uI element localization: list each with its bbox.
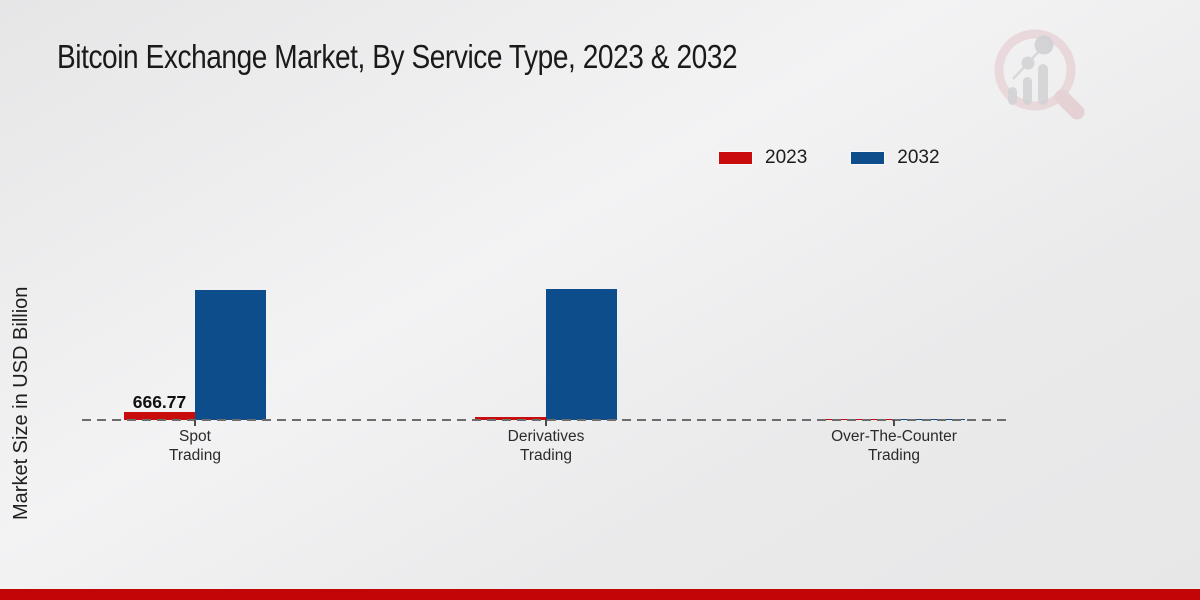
x-axis-tick	[194, 420, 196, 426]
legend-swatch-2023	[718, 151, 753, 165]
bar-2032-spot-trading	[195, 290, 266, 420]
legend-item-2032: 2032	[850, 147, 940, 169]
chart-title: Bitcoin Exchange Market, By Service Type…	[57, 38, 738, 75]
legend-swatch-2032	[850, 151, 886, 165]
legend-label-2023: 2023	[765, 147, 808, 168]
bar-2032-derivatives-trading	[546, 288, 617, 420]
bar-2023-spot-trading	[124, 411, 195, 420]
x-axis-dashed-baseline	[82, 419, 1007, 421]
x-axis-tick	[893, 420, 895, 426]
legend-label-2032: 2032	[897, 147, 940, 168]
legend-item-2023: 2023	[718, 147, 808, 169]
footer-accent-band	[0, 589, 1200, 600]
bar-value-label: 666.77	[132, 391, 187, 412]
category-label-over-the-counter-trading: Over-The-Counter Trading	[831, 428, 957, 464]
category-label-spot-trading: Spot Trading	[169, 428, 221, 464]
legend: 2023 2032	[718, 147, 940, 169]
x-axis-tick	[545, 420, 547, 426]
bar-2023-derivatives-trading	[475, 417, 546, 420]
brand-watermark-magnifier-icon	[994, 29, 1085, 120]
category-label-derivatives-trading: Derivatives Trading	[507, 428, 585, 464]
